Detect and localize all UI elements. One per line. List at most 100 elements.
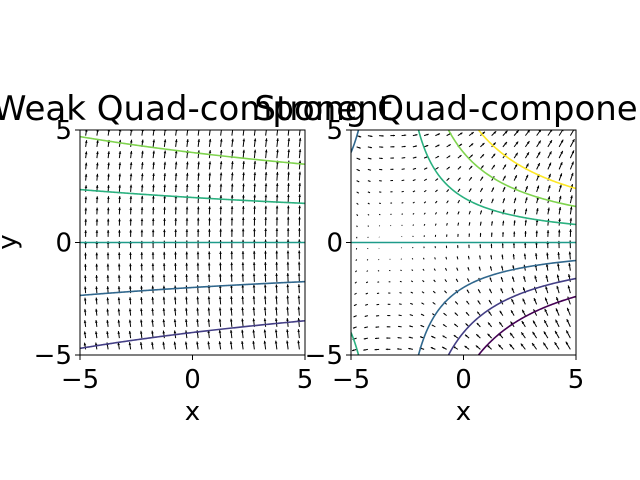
quiver-arrow [152,130,155,136]
quiver-arrowhead [557,252,560,255]
quiver-arrowhead [434,257,436,259]
quiver-arrowhead [264,149,268,153]
quiver-arrowhead [468,244,470,247]
quiver-arrowhead [532,331,536,335]
quiver-arrowhead [532,343,535,347]
quiver-arrowhead [186,161,189,165]
quiver-arrow [118,130,121,136]
contour-line [447,277,576,355]
quiver-arrowhead [480,221,482,224]
quiver-arrowhead [455,301,457,304]
quiver-arrowhead [185,296,188,300]
quiver-arrowhead [174,262,177,266]
quiver-arrowhead [118,218,121,222]
quiver-arrowhead [459,155,462,158]
quiver-arrowhead [252,273,256,277]
quiver-arrowhead [554,342,558,346]
quiver-arrowhead [264,273,267,277]
quiver-arrowhead [264,262,267,265]
quiver-arrowhead [503,186,506,190]
chart-strong-title: Strong Quad-component [254,89,640,129]
quiver-arrowhead [398,303,401,305]
quiver-arrowhead [140,184,144,188]
quiver-arrowhead [230,183,234,187]
quiver-arrowhead [569,206,573,210]
quiver-arrowhead [298,227,301,231]
quiver-arrowhead [185,251,189,255]
quiver-arrow [220,130,222,136]
quiver-arrowhead [241,341,244,344]
quiver-arrowhead [569,229,572,232]
quiver-arrowhead [414,179,416,181]
quiver-arrowhead [230,194,234,198]
quiver-arrowhead [286,306,289,310]
quiver-arrowhead [447,189,449,191]
quiver-arrowhead [117,308,121,312]
x-tick-label: 0 [455,365,472,395]
quiver-arrowhead [229,318,233,322]
quiver-arrowhead [420,325,423,327]
quiver-arrowhead [385,348,388,351]
quiver-arrowhead [445,245,447,247]
quiver-arrowhead [174,206,178,210]
quiver-arrowhead [545,286,548,290]
quiver-arrowhead [476,334,479,337]
quiver-arrowhead [482,131,485,135]
quiver-arrowhead [185,184,189,187]
quiver-arrowhead [151,341,154,345]
quiver-arrowhead [558,195,562,199]
quiver-arrowhead [287,149,291,153]
quiver-arrowhead [174,251,177,255]
quiver-arrowhead [523,276,526,279]
quiver-arrowhead [140,263,143,267]
quiver-arrowhead [207,307,211,311]
quiver-arrowhead [286,239,290,243]
quiver-arrowhead [536,185,540,189]
quiver-arrowhead [241,228,245,232]
quiver-arrowhead [500,276,503,280]
quiver-arrowhead [207,318,211,322]
quiver-arrowhead [565,341,569,345]
quiver-arrow [547,130,553,136]
quiver-arrowhead [297,340,300,344]
quiver-arrowhead [84,140,88,144]
x-tick-label: 5 [568,365,585,395]
quiver-arrowhead [83,308,87,312]
quiver-arrowhead [436,189,438,192]
quiver-arrowhead [502,198,505,201]
quiver-arrowhead [567,285,571,289]
quiver-arrowhead [297,261,301,265]
quiver-arrowhead [424,201,426,203]
quiver-arrowhead [208,138,212,142]
x-tick-label: 0 [184,365,201,395]
quiver-arrowhead [275,261,278,265]
quiver-arrowhead [556,285,559,289]
quiver-arrowhead [459,166,461,169]
quiver-arrowhead [276,149,279,153]
quiver-arrowhead [196,296,200,300]
quiver-arrowhead [174,229,177,232]
quiver-arrow [107,130,110,136]
quiver-arrowhead [140,285,143,289]
quiver-arrowhead [162,319,166,323]
quiver-arrowhead [432,302,435,304]
quiver-arrowhead [411,269,413,271]
quiver-arrowhead [571,161,574,165]
quiver-arrowhead [480,210,482,213]
quiver-arrowhead [422,269,424,270]
quiver-arrowhead [387,303,389,305]
quiver-arrowhead [475,345,479,348]
y-tick-label: 0 [326,229,343,259]
quiver-arrowhead [437,144,440,147]
y-tick-label: 5 [326,116,343,146]
quiver-arrowhead [354,293,356,295]
quiver-arrowhead [152,195,155,199]
quiver-arrowhead [230,228,234,232]
quiver-arrowhead [253,172,257,175]
quiver-arrowhead [218,307,222,311]
quiver-arrowhead [512,265,515,268]
chart-weak-contours [80,135,305,350]
quiver-arrowhead [493,131,497,134]
quiver-arrowhead [184,341,188,345]
quiver-arrowhead [569,217,573,221]
